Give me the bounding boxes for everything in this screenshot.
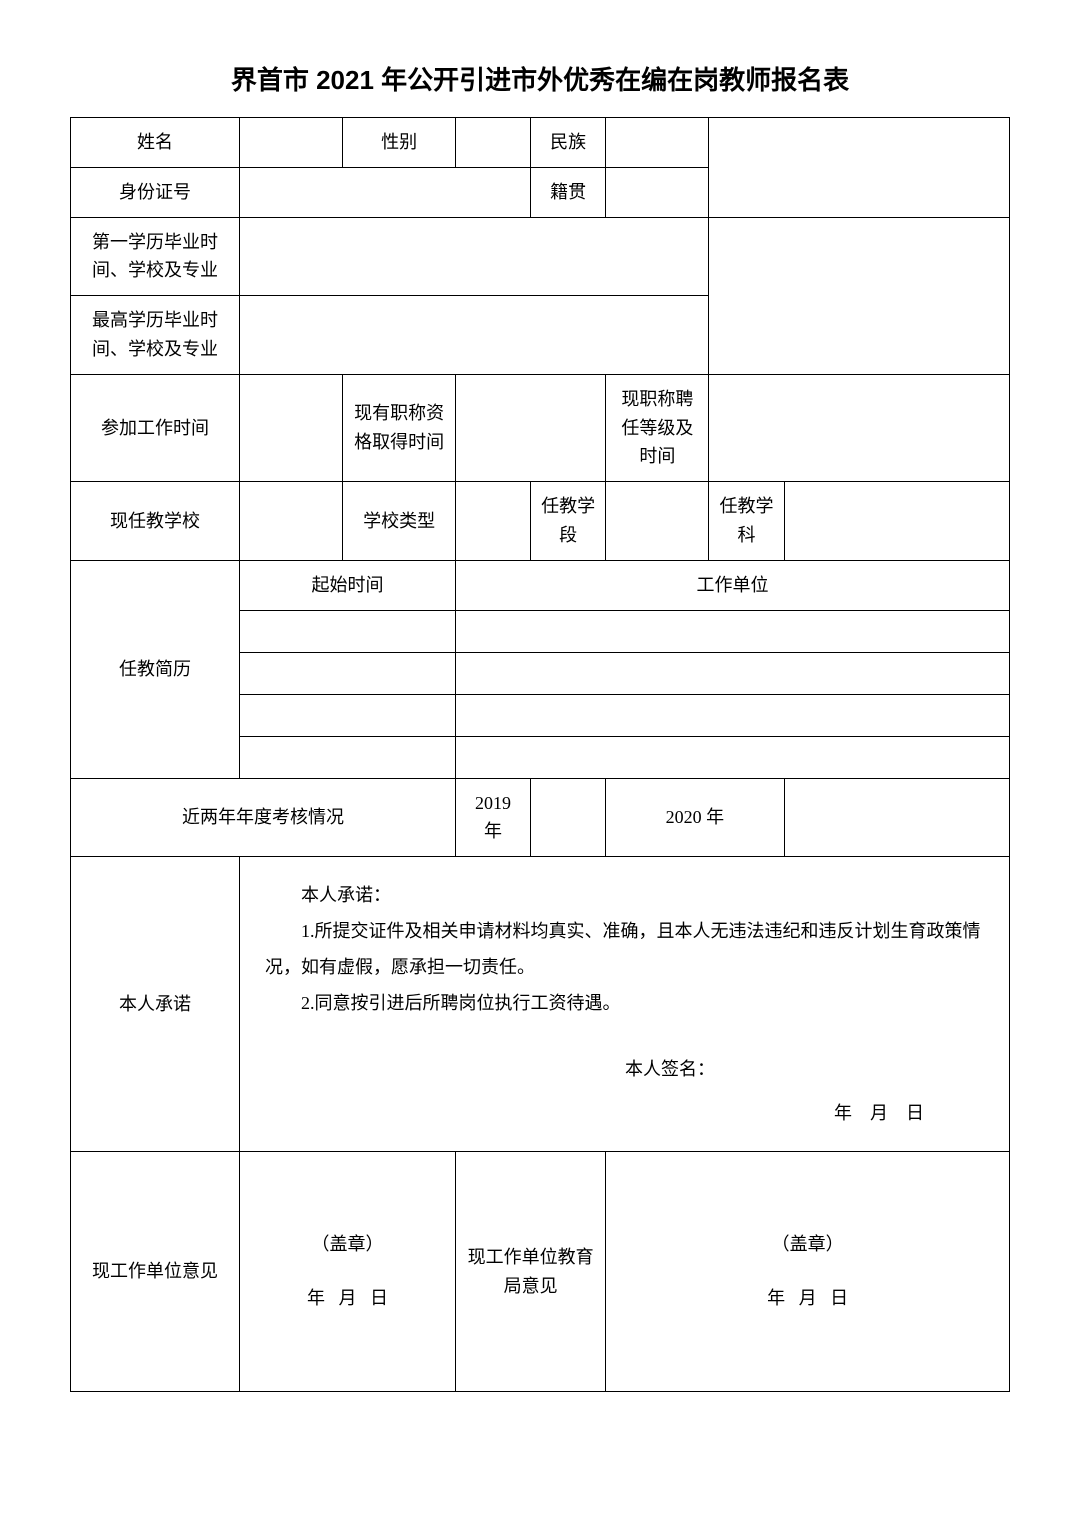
year2-field[interactable] xyxy=(784,778,1009,857)
registration-table: 姓名 性别 民族 身份证号 籍贯 第一学历毕业时间、学校及专业 最高学历毕业时间… xyxy=(70,117,1010,1392)
teach-subject-field[interactable] xyxy=(784,482,1009,561)
history-unit-3[interactable] xyxy=(455,694,1009,736)
stamp-text-1: （盖章） xyxy=(311,1230,383,1259)
title-prefix: 界首市 xyxy=(231,65,309,95)
work-unit-header: 工作单位 xyxy=(455,560,1009,610)
history-unit-1[interactable] xyxy=(455,610,1009,652)
teach-stage-field[interactable] xyxy=(606,482,709,561)
commitment-date[interactable]: 年 月 日 xyxy=(265,1095,984,1131)
id-label: 身份证号 xyxy=(71,167,240,217)
current-unit-stamp[interactable]: （盖章） 年 月 日 xyxy=(240,1152,456,1392)
history-time-2[interactable] xyxy=(240,652,456,694)
school-type-label: 学校类型 xyxy=(343,482,456,561)
origin-label: 籍贯 xyxy=(531,167,606,217)
teach-stage-label: 任教学段 xyxy=(531,482,606,561)
current-unit-opinion-label: 现工作单位意见 xyxy=(71,1152,240,1392)
history-time-3[interactable] xyxy=(240,694,456,736)
year2-label: 2020 年 xyxy=(606,778,784,857)
stamp-text-2: （盖章） xyxy=(772,1230,844,1259)
teach-subject-label: 任教学科 xyxy=(709,482,784,561)
current-school-label: 现任教学校 xyxy=(71,482,240,561)
title-appoint-label: 现职称聘任等级及时间 xyxy=(606,374,709,481)
title-year: 2021 xyxy=(316,65,374,95)
work-start-field[interactable] xyxy=(240,374,343,481)
highest-degree-label: 最高学历毕业时间、学校及专业 xyxy=(71,296,240,375)
school-type-field[interactable] xyxy=(455,482,530,561)
assessment-label: 近两年年度考核情况 xyxy=(71,778,456,857)
commitment-title: 本人承诺： xyxy=(265,877,984,913)
edu-bureau-stamp[interactable]: （盖章） 年 月 日 xyxy=(606,1152,1010,1392)
ethnicity-label: 民族 xyxy=(531,118,606,168)
commitment-label: 本人承诺 xyxy=(71,857,240,1152)
gender-field[interactable] xyxy=(455,118,530,168)
title-appoint-field[interactable] xyxy=(709,374,1010,481)
commitment-item2: 2.同意按引进后所聘岗位执行工资待遇。 xyxy=(265,985,984,1021)
id-field[interactable] xyxy=(240,167,531,217)
title-qual-field[interactable] xyxy=(455,374,605,481)
year1-label: 2019 年 xyxy=(455,778,530,857)
title-qual-label: 现有职称资格取得时间 xyxy=(343,374,456,481)
history-unit-2[interactable] xyxy=(455,652,1009,694)
first-degree-field[interactable] xyxy=(240,217,709,296)
name-field[interactable] xyxy=(240,118,343,168)
current-school-field[interactable] xyxy=(240,482,343,561)
title-suffix: 年公开引进市外优秀在编在岗教师报名表 xyxy=(381,65,849,95)
history-unit-4[interactable] xyxy=(455,736,1009,778)
year1-field[interactable] xyxy=(531,778,606,857)
blank-top-right xyxy=(709,118,1010,218)
name-label: 姓名 xyxy=(71,118,240,168)
commitment-content: 本人承诺： 1.所提交证件及相关申请材料均真实、准确，且本人无违法违纪和违反计划… xyxy=(240,857,1010,1152)
blank-mid-right xyxy=(709,217,1010,374)
ethnicity-field[interactable] xyxy=(606,118,709,168)
work-start-label: 参加工作时间 xyxy=(71,374,240,481)
stamp-date-2: 年 月 日 xyxy=(767,1284,848,1313)
history-time-4[interactable] xyxy=(240,736,456,778)
teach-history-label: 任教简历 xyxy=(71,560,240,778)
highest-degree-field[interactable] xyxy=(240,296,709,375)
gender-label: 性别 xyxy=(343,118,456,168)
edu-bureau-label: 现工作单位教育局意见 xyxy=(455,1152,605,1392)
history-time-1[interactable] xyxy=(240,610,456,652)
stamp-date-1: 年 月 日 xyxy=(307,1284,388,1313)
origin-field[interactable] xyxy=(606,167,709,217)
first-degree-label: 第一学历毕业时间、学校及专业 xyxy=(71,217,240,296)
form-title: 界首市 2021 年公开引进市外优秀在编在岗教师报名表 xyxy=(70,60,1010,97)
signature-label: 本人签名： xyxy=(265,1051,984,1087)
commitment-item1: 1.所提交证件及相关申请材料均真实、准确，且本人无违法违纪和违反计划生育政策情况… xyxy=(265,913,984,985)
start-time-header: 起始时间 xyxy=(240,560,456,610)
